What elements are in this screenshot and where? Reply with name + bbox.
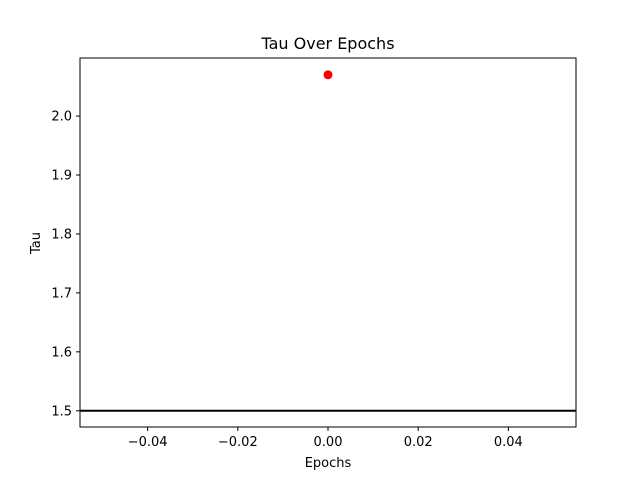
x-tick-label: 0.00 <box>314 435 343 450</box>
y-tick-label: 1.9 <box>51 169 72 184</box>
y-tick-label: 1.6 <box>51 345 72 360</box>
x-tick-label: −0.02 <box>218 435 258 450</box>
y-axis-label: Tau <box>29 232 44 255</box>
x-axis-label: Epochs <box>305 456 352 471</box>
x-tick-label: 0.02 <box>404 435 433 450</box>
y-tick-label: 1.7 <box>51 286 72 301</box>
y-tick-label: 1.5 <box>51 404 72 419</box>
chart-title: Tau Over Epochs <box>260 34 394 53</box>
x-tick-label: 0.04 <box>494 435 523 450</box>
data-point <box>323 70 333 80</box>
y-tick-label: 1.8 <box>51 227 72 242</box>
x-tick-label: −0.04 <box>128 435 168 450</box>
y-tick-label: 2.0 <box>51 110 72 125</box>
plot-area: −0.04 −0.02 0.00 0.02 0.04 1.5 1.6 1.7 1.8 1.9 2.0 <box>51 57 577 450</box>
